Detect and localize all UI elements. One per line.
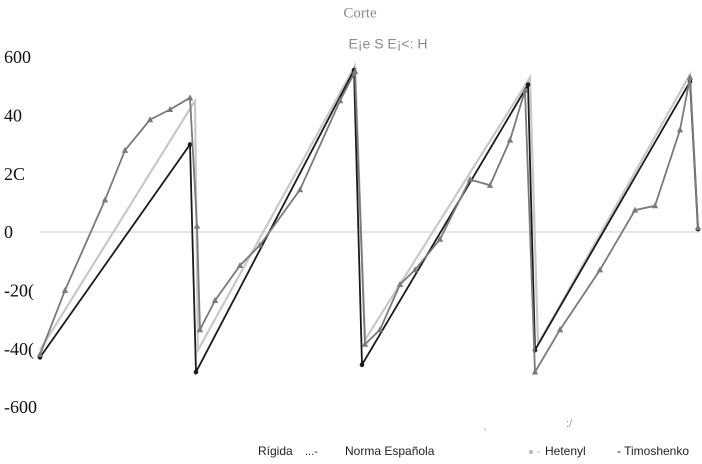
chart-title: Corte	[343, 5, 377, 21]
point	[166, 106, 174, 112]
series-line	[39, 68, 699, 376]
point	[36, 351, 44, 357]
point	[101, 196, 109, 203]
legend-label: - Timoshenko	[617, 444, 689, 458]
point	[694, 224, 702, 231]
legend-label: Hetenyl	[545, 444, 586, 458]
point	[596, 266, 604, 273]
y-tick-label: -600	[4, 397, 37, 417]
legend-marker-text: ...-	[305, 446, 318, 458]
point	[531, 368, 539, 375]
point	[296, 186, 304, 193]
point	[61, 286, 69, 293]
point	[361, 340, 369, 347]
annotation: '	[484, 428, 486, 439]
point	[651, 202, 659, 209]
point	[525, 82, 531, 88]
point	[486, 181, 494, 188]
point	[686, 73, 694, 80]
point	[411, 266, 419, 273]
point	[236, 262, 244, 269]
point	[121, 146, 129, 153]
legend-label: Norma Española	[345, 444, 435, 458]
chart-subtitle: E¡e S E¡<: H	[349, 36, 428, 52]
point	[376, 326, 384, 333]
y-tick-label: -40(	[4, 339, 34, 360]
legend-marker	[529, 450, 533, 454]
point	[396, 281, 404, 287]
point	[521, 87, 529, 94]
point	[631, 206, 639, 213]
point	[211, 297, 219, 304]
point	[146, 116, 154, 123]
annotation: :/	[566, 418, 573, 430]
point	[187, 142, 193, 147]
point	[466, 176, 474, 182]
y-tick-label: 2C	[4, 164, 25, 184]
point	[186, 94, 194, 101]
point	[196, 326, 204, 333]
point	[256, 241, 264, 248]
y-tick-label: 600	[4, 47, 31, 67]
point	[193, 222, 201, 229]
point	[676, 126, 684, 133]
point	[336, 97, 344, 104]
y-tick-label: 0	[4, 222, 13, 242]
series-line	[39, 61, 700, 355]
point	[359, 362, 365, 368]
point	[506, 136, 514, 143]
y-tick-label: 40	[4, 105, 22, 125]
point	[193, 369, 199, 375]
y-tick-label: -20(	[4, 280, 34, 301]
point	[556, 326, 564, 333]
point	[436, 235, 444, 242]
point	[351, 68, 359, 75]
legend-label: Rígida	[258, 444, 293, 458]
series-line	[39, 66, 699, 376]
